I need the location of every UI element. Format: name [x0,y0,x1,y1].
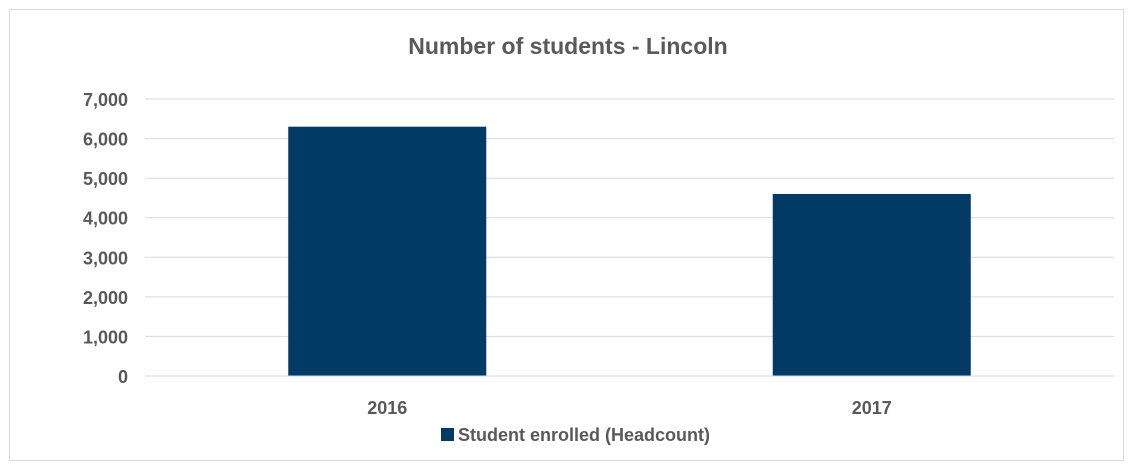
bar-2017 [772,193,971,376]
y-tick-label: 6,000 [83,130,128,150]
y-tick-label: 0 [118,367,128,387]
y-tick-label: 1,000 [83,327,128,347]
chart-title: Number of students - Lincoln [408,33,727,59]
legend: Student enrolled (Headcount) [441,425,710,445]
bar-2016 [288,126,487,376]
bar-series [145,126,1114,377]
y-tick-label: 4,000 [83,209,128,229]
x-axis-tick-labels: 2016 2017 [367,398,892,418]
x-tick-label: 2016 [367,398,407,418]
y-tick-label: 5,000 [83,169,128,189]
y-axis-tick-labels: 0 1,000 2,000 3,000 4,000 5,000 6,000 7,000 [83,90,128,387]
legend-label: Student enrolled (Headcount) [458,425,710,445]
y-tick-label: 7,000 [83,90,128,110]
legend-swatch [441,428,454,441]
y-tick-label: 2,000 [83,288,128,308]
x-tick-label: 2017 [852,398,892,418]
y-tick-label: 3,000 [83,248,128,268]
